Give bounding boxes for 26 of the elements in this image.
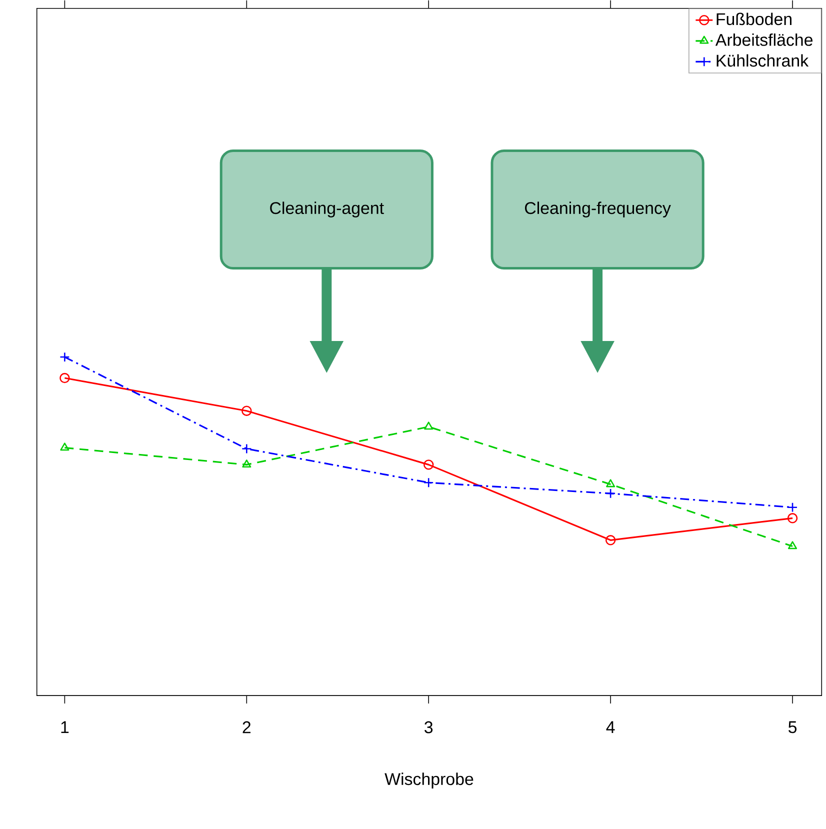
point	[788, 541, 798, 550]
legend-label: Arbeitsfläche	[716, 34, 813, 46]
point	[424, 422, 434, 430]
point	[788, 513, 798, 524]
text: Cleaning-frequency	[525, 202, 672, 218]
point	[424, 460, 434, 470]
point	[606, 479, 616, 488]
x-tick-label: 3	[424, 721, 433, 734]
legend-label: Kühlschrank	[716, 54, 809, 67]
x-tick-label: 1	[61, 721, 69, 733]
point	[242, 406, 252, 416]
text: Cleaning-agent	[270, 202, 384, 218]
point	[242, 460, 252, 468]
point	[60, 372, 70, 384]
x-tick-label: 2	[242, 721, 251, 734]
point	[242, 444, 252, 454]
point	[606, 488, 616, 499]
point	[788, 502, 798, 512]
point	[424, 478, 434, 488]
point	[60, 352, 70, 362]
x-tick-label: 5	[788, 721, 797, 734]
point	[606, 535, 616, 546]
legend-label: Fußboden	[716, 12, 792, 26]
x-tick-label: 4	[606, 721, 615, 733]
x-axis-title: Wischprobe	[384, 772, 474, 788]
point	[60, 442, 70, 451]
